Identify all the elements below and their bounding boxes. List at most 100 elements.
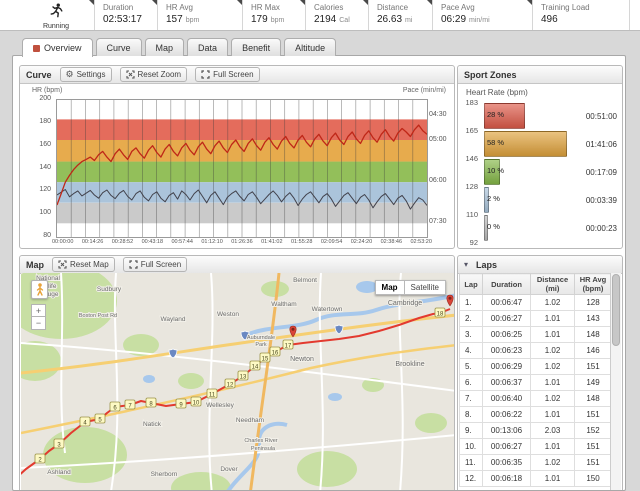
stat-value: 2194 Cal (314, 14, 350, 25)
zoom-in-button[interactable]: + (31, 304, 46, 317)
place-label: Boston Post Rd (79, 313, 117, 319)
stat-label: Duration (103, 3, 134, 12)
reset-zoom-button[interactable]: Reset Zoom (119, 67, 188, 82)
lap-row[interactable]: 6. 00:06:37 1.01 149 (459, 374, 612, 391)
svg-text:11: 11 (209, 392, 216, 398)
lap-cell: 1.02 (530, 390, 575, 407)
sport-cell: Running (18, 0, 95, 30)
collapse-icon[interactable]: ▾ (464, 260, 469, 269)
lap-cell: 11. (459, 454, 483, 471)
lap-row[interactable]: 11. 00:06:35 1.02 151 (459, 454, 612, 471)
zone-percent: 58 % (487, 138, 505, 147)
mile-marker[interactable]: 16 (269, 346, 281, 357)
tab-overview[interactable]: Overview (22, 38, 93, 57)
svg-text:17: 17 (285, 343, 292, 349)
zone-time: 00:51:00 (585, 111, 617, 121)
pegman-control[interactable] (31, 280, 48, 299)
zone-bar (484, 187, 489, 213)
lap-cell: 3. (459, 326, 483, 343)
time-tick: 00:14:26 (81, 239, 104, 245)
hr-tick: 160 (39, 140, 51, 148)
mile-marker[interactable]: 9 (175, 398, 187, 409)
place-label: Wayland (160, 316, 185, 323)
lap-cell: 143 (574, 310, 612, 327)
lap-row[interactable]: 2. 00:06:27 1.01 143 (459, 310, 612, 327)
laps-scrollbar[interactable] (610, 273, 621, 490)
lap-cell: 00:13:06 (482, 422, 531, 439)
mile-marker[interactable]: 8 (145, 397, 157, 408)
mile-marker[interactable]: 14 (249, 360, 261, 371)
divider-handle-icon (237, 0, 242, 5)
mile-marker[interactable]: 5 (94, 413, 106, 424)
time-tick: 00:43:18 (141, 239, 164, 245)
lap-row[interactable]: 9. 00:13:06 2.03 152 (459, 422, 612, 439)
laps-scrollbar-thumb[interactable] (612, 274, 620, 346)
place-label: Auburndale (247, 335, 275, 341)
map-pin-icon[interactable] (289, 325, 297, 338)
tab-data[interactable]: Data (187, 38, 229, 56)
mile-marker[interactable]: 2 (34, 453, 46, 464)
time-tick: 01:12:10 (201, 239, 223, 245)
mile-marker[interactable]: 10 (190, 396, 202, 407)
pegman-icon (36, 283, 43, 296)
laps-header: Lap Duration Distance (mi) HR Avg (bpm) (459, 273, 612, 295)
lap-cell: 00:06:29 (482, 358, 531, 375)
mile-marker[interactable]: 18 (434, 307, 446, 318)
lap-row[interactable]: 3. 00:06:25 1.01 148 (459, 326, 612, 343)
mile-marker[interactable]: 12 (224, 378, 236, 389)
lap-row[interactable]: 4. 00:06:23 1.02 146 (459, 342, 612, 359)
map-full-screen-button[interactable]: Full Screen (122, 257, 188, 272)
roads (21, 273, 454, 490)
water (143, 281, 454, 490)
tab-altitude[interactable]: Altitude (284, 38, 337, 56)
mile-marker[interactable]: 13 (237, 370, 249, 381)
mile-marker[interactable]: 4 (79, 416, 91, 427)
zone-time: 00:03:39 (585, 195, 617, 205)
zone-threshold: 110 (466, 210, 478, 219)
time-axis-ticks: 00:00:00 00:14:26 00:28:52 00:43:18 00:57:44… (52, 239, 432, 245)
stat-label: Calories (314, 3, 344, 12)
mile-marker[interactable]: 3 (53, 438, 65, 449)
map-full-screen-label: Full Screen (140, 260, 182, 269)
lap-row[interactable]: 8. 00:06:22 1.01 151 (459, 406, 612, 423)
svg-text:14: 14 (252, 364, 259, 370)
lap-cell: 00:06:18 (482, 470, 531, 487)
mile-marker[interactable]: 7 (124, 399, 136, 410)
zone-percent: 10 % (487, 166, 505, 175)
lap-cell: 1.01 (530, 438, 575, 455)
mile-marker[interactable]: 6 (109, 401, 121, 412)
lap-cell: 128 (574, 294, 612, 311)
map-type-map-button[interactable]: Map (374, 280, 404, 295)
settings-button[interactable]: ⚙ Settings (59, 67, 112, 82)
reset-map-button[interactable]: Reset Map (52, 257, 115, 272)
laps-body: Lap Duration Distance (mi) HR Avg (bpm) 1. 00:… (459, 273, 621, 490)
place-label: Park (255, 342, 267, 348)
map-canvas[interactable]: NationalWildlifeRefugeSudburyBoston Post… (21, 273, 454, 490)
tab-map[interactable]: Map (144, 38, 185, 56)
mile-marker[interactable]: 17 (282, 339, 294, 350)
pace-tick: 04:30 (429, 111, 447, 119)
zone-row: 10 % 00:17:09 (484, 158, 617, 186)
lap-cell: 1.02 (530, 294, 575, 311)
time-tick: 01:55:28 (291, 239, 313, 245)
zoom-out-button[interactable]: − (31, 317, 46, 330)
tab-benefit[interactable]: Benefit (231, 38, 282, 56)
lap-cell: 150 (574, 470, 612, 487)
zones-subtitle: Heart Rate (bpm) (466, 88, 528, 97)
zone-row: 2 % 00:03:39 (484, 186, 617, 214)
mile-marker[interactable]: 11 (206, 388, 218, 399)
curve-full-screen-button[interactable]: Full Screen (195, 67, 260, 82)
lap-cell: 00:06:25 (482, 326, 531, 343)
mile-marker[interactable]: 15 (259, 352, 271, 363)
map-pin-icon[interactable] (446, 294, 454, 307)
hr-pace-chart[interactable] (56, 99, 428, 238)
lap-row[interactable]: 5. 00:06:29 1.02 151 (459, 358, 612, 375)
map-type-satellite-button[interactable]: Satellite (403, 280, 446, 295)
lap-row[interactable]: 12. 00:06:18 1.01 150 (459, 470, 612, 487)
lap-row[interactable]: 7. 00:06:40 1.02 148 (459, 390, 612, 407)
lap-row[interactable]: 1. 00:06:47 1.02 128 (459, 294, 612, 311)
hr-tick: 180 (39, 117, 51, 125)
tab-curve[interactable]: Curve (95, 38, 142, 56)
lap-row[interactable]: 10. 00:06:27 1.01 151 (459, 438, 612, 455)
